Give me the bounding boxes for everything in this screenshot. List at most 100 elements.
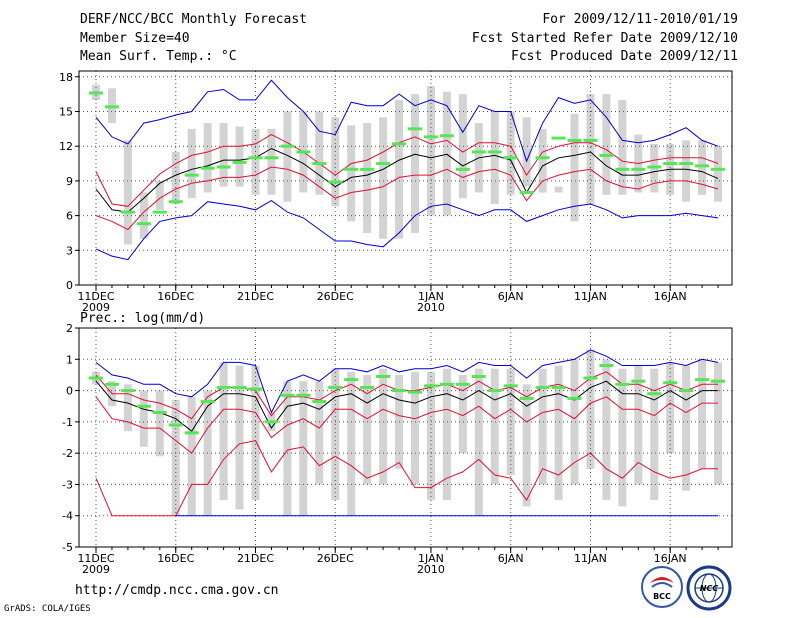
forecast-period: For 2009/12/11-2010/01/19 xyxy=(542,12,738,27)
temperature-median-mark xyxy=(663,162,678,166)
precipitation-box xyxy=(698,359,707,469)
temperature-line-max xyxy=(95,79,719,163)
precipitation-box xyxy=(235,365,244,510)
precipitation-median-mark xyxy=(89,376,103,380)
temperature-box xyxy=(602,94,611,195)
temperature-frame xyxy=(78,70,733,286)
precipitation-line-max xyxy=(95,349,719,414)
precipitation-box xyxy=(618,368,627,507)
temperature-year-label: 2010 xyxy=(417,301,445,314)
temperature-box xyxy=(586,94,595,205)
temperature-box xyxy=(267,128,276,195)
precipitation-box xyxy=(411,371,419,485)
temperature-box xyxy=(618,99,627,195)
precipitation-median-mark xyxy=(439,382,454,386)
bcc-logo-graphic: BCC xyxy=(641,566,683,608)
temperature-box xyxy=(187,128,196,199)
member-size: Member Size=40 xyxy=(80,31,190,46)
temperature-line-mean-std xyxy=(95,166,719,231)
footer-url[interactable]: http://cmdp.ncc.cma.gov.cn xyxy=(75,583,279,598)
precipitation-box xyxy=(506,368,515,476)
temperature-box xyxy=(347,125,356,222)
temperature-ytick-label: 18 xyxy=(59,71,73,84)
precipitation-box xyxy=(586,349,595,469)
temperature-median-mark xyxy=(328,180,343,184)
precipitation-ytick-label: -3 xyxy=(62,478,73,491)
temperature-median-mark xyxy=(120,210,135,214)
temperature-box xyxy=(522,117,531,187)
temperature-median-mark xyxy=(631,167,646,171)
precipitation-line-mean-minus-std xyxy=(95,396,718,454)
temperature-line-mean+std xyxy=(95,134,719,207)
precipitation-box xyxy=(347,371,356,516)
temperature-median-mark xyxy=(376,162,391,166)
precipitation-xtick-label: 6JAN xyxy=(498,552,524,565)
fcst-start-date: Fcst Started Refer Date 2009/12/10 xyxy=(471,31,738,46)
temperature-median-mark xyxy=(679,162,694,166)
temperature-box xyxy=(315,111,324,195)
precipitation-year-label: 2010 xyxy=(417,563,445,576)
temperature-median-mark xyxy=(599,153,614,157)
precipitation-box xyxy=(123,384,132,432)
precipitation-median-mark xyxy=(152,410,167,414)
temperature-box xyxy=(363,123,372,233)
temperature-xtick-label: 1JAN xyxy=(418,290,444,303)
precipitation-line-mean-plus-std xyxy=(95,371,718,420)
precipitation-ytick-label: -2 xyxy=(62,447,73,460)
precipitation-median-mark xyxy=(679,389,694,393)
precipitation-median-mark xyxy=(200,400,215,404)
temperature-median-mark xyxy=(168,200,183,204)
precipitation-box xyxy=(363,374,372,485)
precipitation-ytick-label: -4 xyxy=(62,510,73,523)
precipitation-xtick-label: 11DEC xyxy=(77,552,114,565)
temperature-line-min xyxy=(95,200,719,261)
temperature-median-mark xyxy=(567,138,582,142)
precipitation-median-mark xyxy=(663,381,678,385)
temperature-xtick-label: 11JAN xyxy=(574,290,607,303)
precipitation-median-mark xyxy=(328,385,343,389)
precipitation-line-mean xyxy=(95,380,718,432)
precipitation-ytick-label: 1 xyxy=(66,353,73,366)
precipitation-box xyxy=(554,365,563,501)
precipitation-median-mark xyxy=(615,382,630,386)
precipitation-box xyxy=(379,368,388,485)
precipitation-median-mark xyxy=(567,396,582,400)
precipitation-box xyxy=(155,390,164,457)
precipitation-xtick-label: 1JAN xyxy=(418,552,444,565)
temperature-median-mark xyxy=(296,150,311,154)
temperature-box xyxy=(714,146,723,202)
precipitation-box xyxy=(458,374,467,454)
temperature-xtick-label: 6JAN xyxy=(498,290,524,303)
temperature-xtick-label: 11DEC xyxy=(77,290,114,303)
precipitation-median-mark xyxy=(376,374,391,378)
precipitation-median-mark xyxy=(392,389,407,393)
precipitation-median-mark xyxy=(216,385,231,389)
temperature-median-mark xyxy=(695,164,710,168)
precipitation-median-mark xyxy=(583,376,598,380)
temperature-median-mark xyxy=(439,134,454,138)
temperature-median-mark xyxy=(711,167,726,171)
temperature-ytick-label: 3 xyxy=(66,244,73,257)
precipitation-median-mark xyxy=(280,393,295,397)
temperature-median-mark xyxy=(487,150,502,154)
precipitation-box xyxy=(570,359,579,485)
temperature-median-mark xyxy=(216,165,231,169)
precipitation-median-mark xyxy=(631,379,646,383)
precipitation-median-mark xyxy=(408,390,422,394)
temperature-box xyxy=(682,140,691,202)
temperature-median-mark xyxy=(264,156,279,160)
temperature-median-mark xyxy=(232,160,247,164)
precipitation-median-mark xyxy=(168,423,183,427)
temperature-median-mark xyxy=(423,135,438,139)
temperature-box xyxy=(155,180,164,210)
precipitation-box xyxy=(171,399,180,516)
precipitation-year-label: 2009 xyxy=(82,563,110,576)
temperature-median-mark xyxy=(551,136,566,140)
temperature-ytick-label: 6 xyxy=(66,210,73,223)
temperature-median-mark xyxy=(184,173,199,177)
temperature-median-mark xyxy=(503,156,518,160)
temperature-box xyxy=(698,140,707,195)
temperature-median-mark xyxy=(647,165,662,169)
